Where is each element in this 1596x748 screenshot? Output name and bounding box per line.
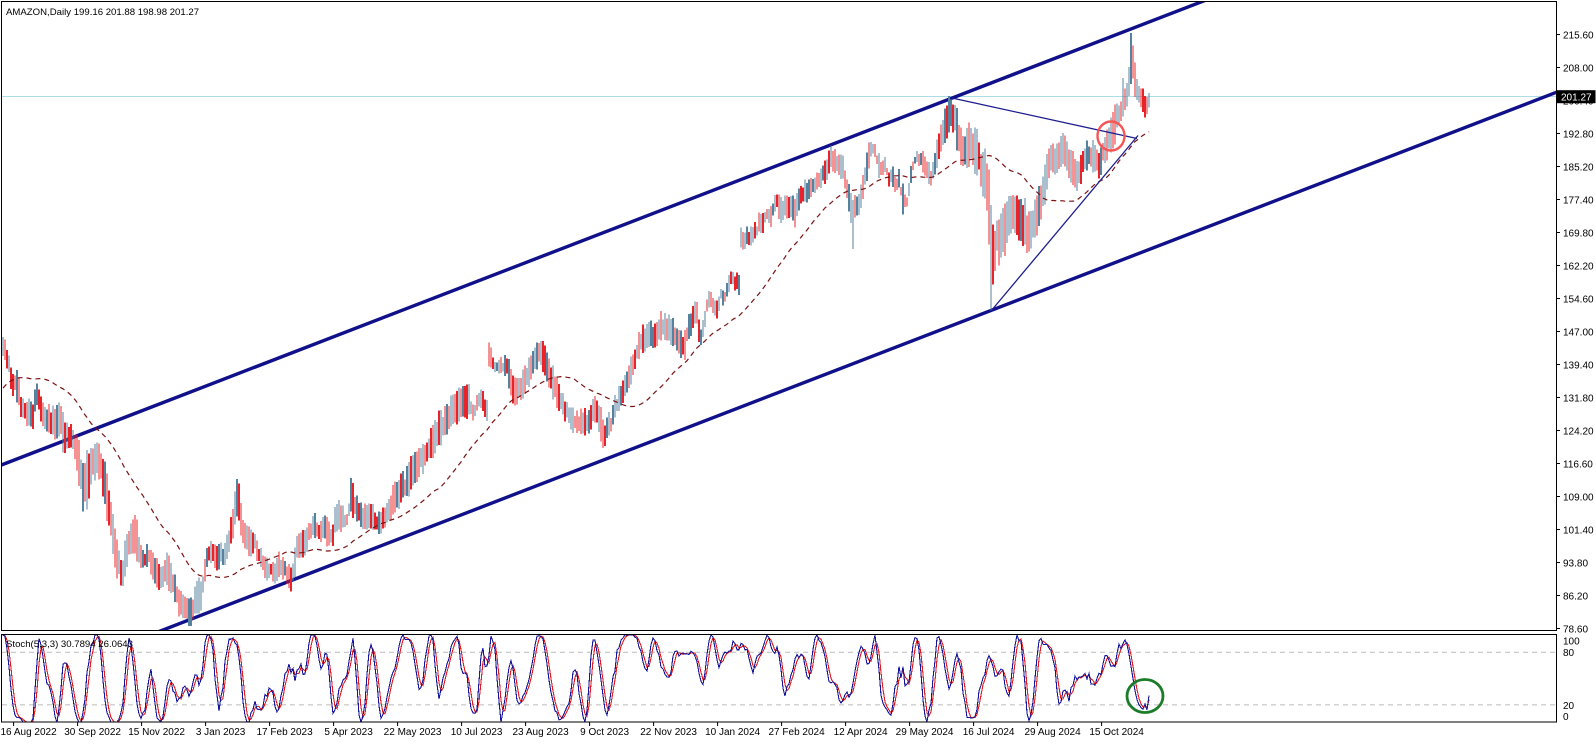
svg-text:162.20: 162.20 bbox=[1563, 262, 1594, 273]
svg-text:16 Jul 2024: 16 Jul 2024 bbox=[963, 727, 1015, 738]
svg-text:22 May 2023: 22 May 2023 bbox=[384, 727, 442, 738]
svg-text:80: 80 bbox=[1563, 648, 1575, 659]
svg-text:154.60: 154.60 bbox=[1563, 295, 1594, 306]
svg-text:17 Feb 2023: 17 Feb 2023 bbox=[257, 727, 314, 738]
svg-text:22 Nov 2023: 22 Nov 2023 bbox=[640, 727, 697, 738]
svg-text:12 Apr 2024: 12 Apr 2024 bbox=[834, 727, 888, 738]
svg-text:139.40: 139.40 bbox=[1563, 361, 1594, 372]
svg-text:5 Apr 2023: 5 Apr 2023 bbox=[324, 727, 373, 738]
svg-text:3 Jan 2023: 3 Jan 2023 bbox=[196, 727, 246, 738]
svg-text:10 Jan 2024: 10 Jan 2024 bbox=[705, 727, 760, 738]
svg-text:177.40: 177.40 bbox=[1563, 196, 1594, 207]
svg-text:109.00: 109.00 bbox=[1563, 493, 1594, 504]
svg-text:29 Aug 2024: 29 Aug 2024 bbox=[1025, 727, 1082, 738]
svg-text:27 Feb 2024: 27 Feb 2024 bbox=[769, 727, 826, 738]
svg-text:10 Jul 2023: 10 Jul 2023 bbox=[451, 727, 503, 738]
svg-text:185.20: 185.20 bbox=[1563, 163, 1594, 174]
svg-text:15 Nov 2022: 15 Nov 2022 bbox=[128, 727, 185, 738]
svg-text:147.00: 147.00 bbox=[1563, 328, 1594, 339]
svg-text:15 Oct 2024: 15 Oct 2024 bbox=[1089, 727, 1144, 738]
svg-text:201.27: 201.27 bbox=[1561, 93, 1592, 104]
svg-text:208.00: 208.00 bbox=[1563, 64, 1594, 75]
svg-text:169.80: 169.80 bbox=[1563, 229, 1594, 240]
svg-text:116.60: 116.60 bbox=[1563, 460, 1593, 471]
svg-text:131.80: 131.80 bbox=[1563, 394, 1594, 405]
svg-text:AMAZON,Daily 199.16 201.88 19: AMAZON,Daily 199.16 201.88 198.98 201.27 bbox=[6, 7, 199, 18]
svg-text:0: 0 bbox=[1563, 712, 1569, 723]
svg-text:30 Sep 2022: 30 Sep 2022 bbox=[64, 727, 121, 738]
svg-text:23 Aug 2023: 23 Aug 2023 bbox=[513, 727, 570, 738]
svg-text:78.60: 78.60 bbox=[1563, 625, 1588, 636]
svg-text:100: 100 bbox=[1563, 637, 1580, 648]
svg-text:Stoch(5,3,3) 30.7894 26.0643: Stoch(5,3,3) 30.7894 26.0643 bbox=[6, 639, 133, 650]
svg-text:20: 20 bbox=[1563, 701, 1575, 712]
svg-text:16 Aug 2022: 16 Aug 2022 bbox=[1, 727, 58, 738]
svg-text:93.80: 93.80 bbox=[1563, 559, 1588, 570]
svg-text:29 May 2024: 29 May 2024 bbox=[896, 727, 954, 738]
svg-text:9 Oct 2023: 9 Oct 2023 bbox=[580, 727, 629, 738]
svg-text:124.20: 124.20 bbox=[1563, 427, 1594, 438]
svg-text:101.40: 101.40 bbox=[1563, 526, 1594, 537]
svg-text:192.80: 192.80 bbox=[1563, 130, 1594, 141]
svg-text:86.20: 86.20 bbox=[1563, 592, 1588, 603]
svg-text:215.60: 215.60 bbox=[1563, 31, 1594, 42]
